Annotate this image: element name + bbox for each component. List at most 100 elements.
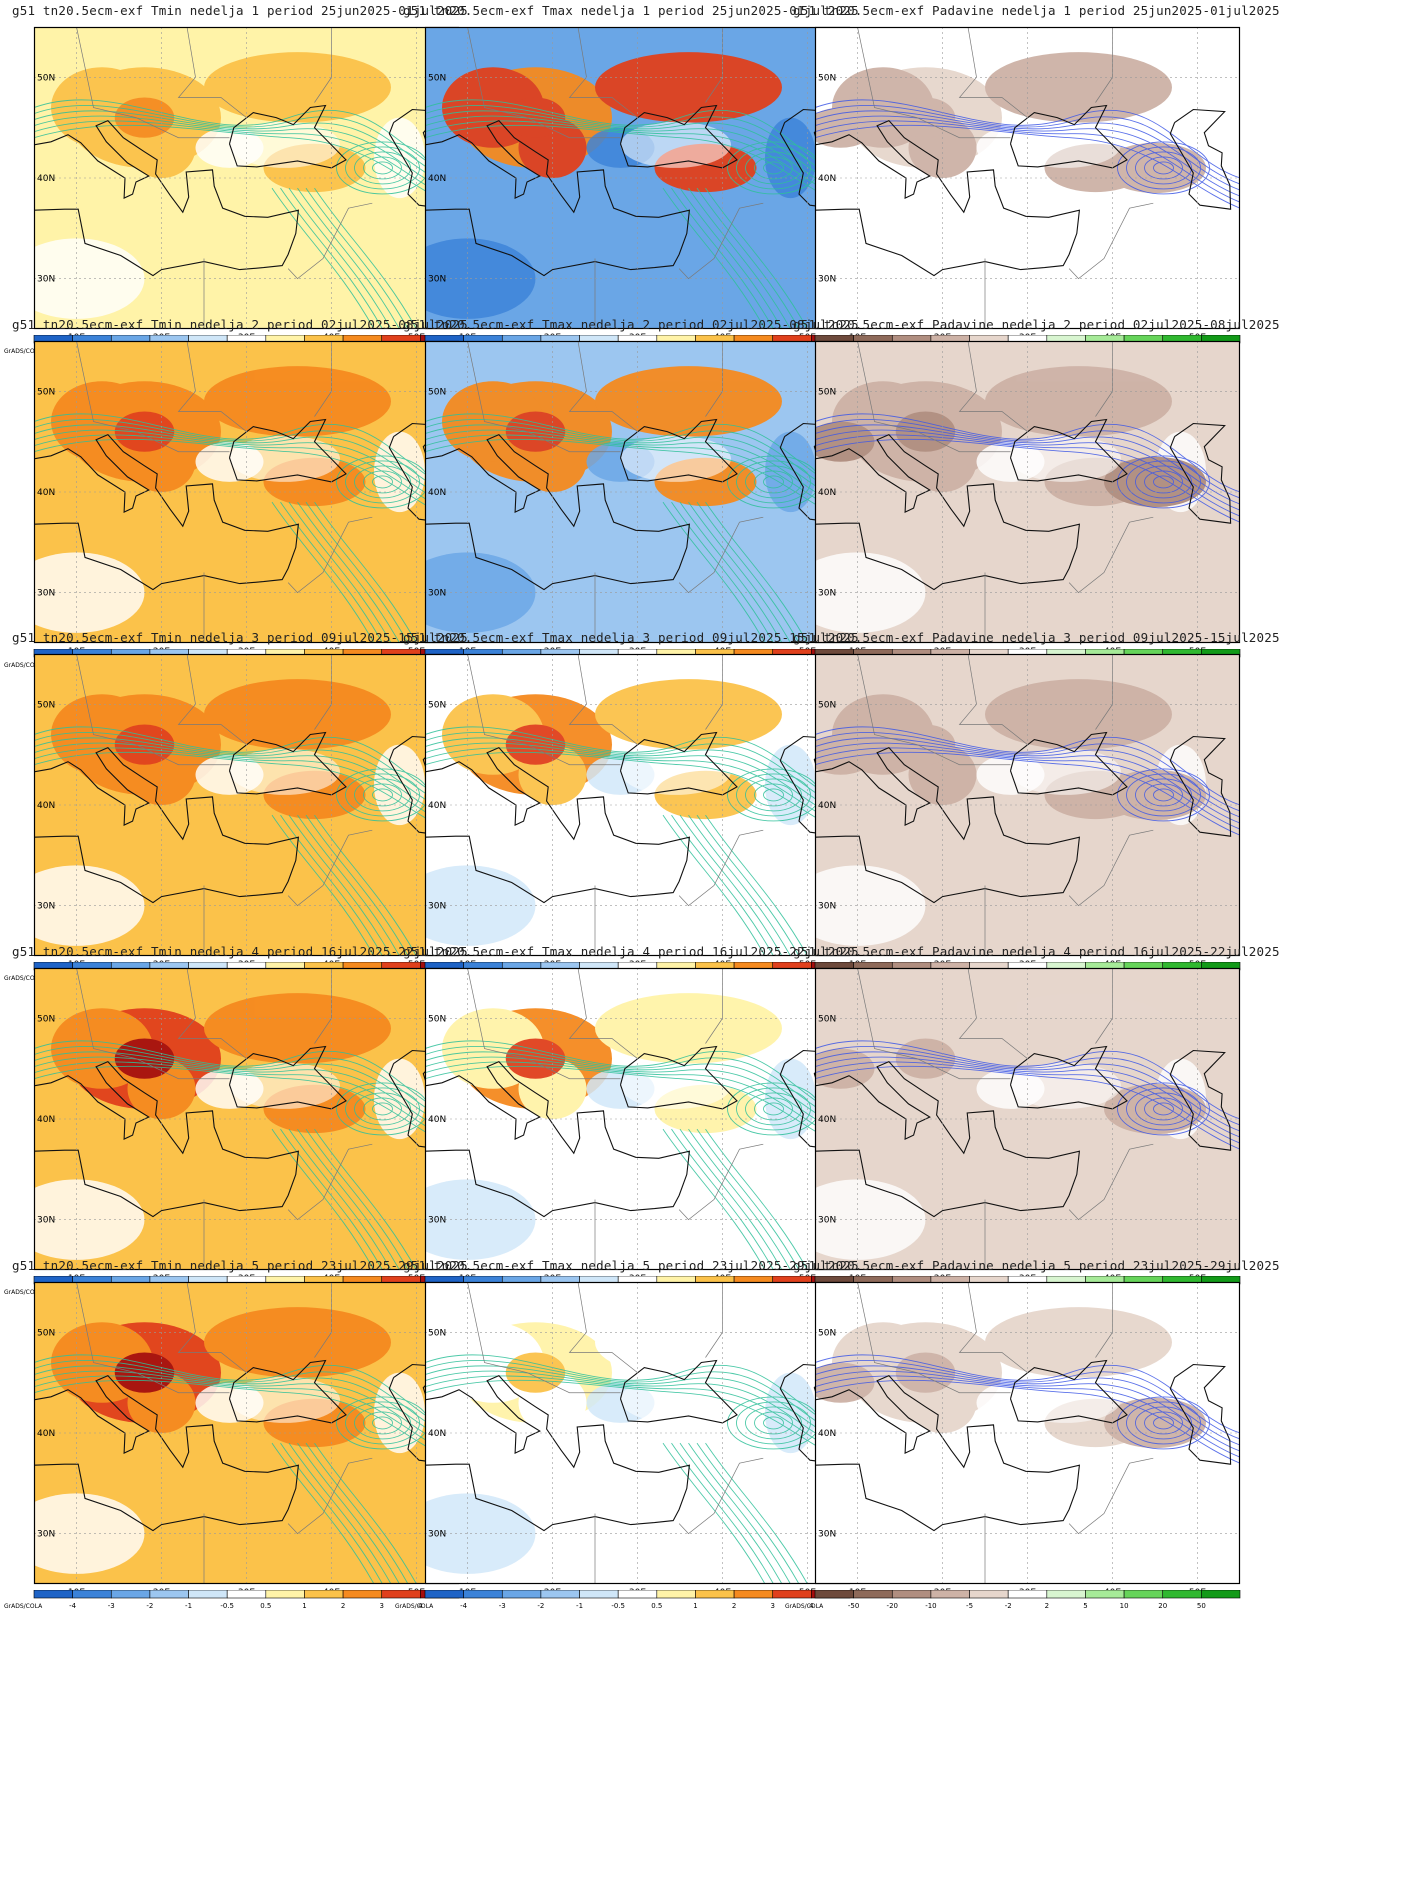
lat-tick-label: 30N	[37, 275, 55, 285]
anomaly-map: 10E20E30E40E50E50N40N30N	[424, 653, 851, 970]
lat-tick-label: 50N	[818, 1014, 836, 1024]
legend-swatch	[891, 1590, 932, 1599]
anomaly-region	[374, 117, 425, 199]
contour-line	[425, 1354, 850, 1434]
legend-swatch	[304, 1590, 344, 1599]
map-panel-padavine-week-4: g51 tn20.5ecm-exf Padavine nedelja 4 per…	[781, 941, 1280, 1319]
contour-line	[271, 501, 375, 643]
contour-line	[736, 146, 811, 190]
lat-tick-label: 30N	[37, 589, 55, 599]
country-border	[678, 1143, 764, 1221]
contour-line	[1117, 1082, 1210, 1136]
map-panel-padavine-week-5: g51 tn20.5ecm-exf Padavine nedelja 5 per…	[781, 1255, 1280, 1633]
legend-swatch	[342, 1590, 383, 1599]
contour-line	[745, 151, 802, 185]
legend-label: 50	[1197, 1602, 1206, 1610]
contour-line	[288, 1128, 392, 1270]
contour-line	[271, 814, 375, 956]
map-frame	[814, 26, 1241, 330]
lat-tick-label: 50N	[818, 700, 836, 710]
anomaly-region	[204, 679, 391, 750]
anomaly-core	[895, 724, 956, 765]
contour-line	[372, 1102, 393, 1116]
contour-line	[1153, 1416, 1174, 1430]
contour-line	[671, 1128, 774, 1270]
legend-swatch	[265, 1590, 305, 1599]
legend-label: -5	[966, 1602, 973, 1610]
lat-tick-label: 30N	[37, 1530, 55, 1540]
panel-title: g51 tn20.5ecm-exf Tmax nedelja 5 period …	[403, 1258, 859, 1273]
contour-line	[425, 1379, 850, 1464]
contour-line	[354, 151, 411, 185]
contour-line	[34, 1056, 459, 1138]
country-border	[1068, 1143, 1154, 1221]
credit-label: GrADS/COLA	[4, 1603, 43, 1610]
contour-line	[662, 187, 766, 329]
contour-line	[1153, 161, 1174, 175]
contour-line	[34, 99, 459, 179]
contour-line	[280, 814, 383, 956]
contour-line	[1126, 1401, 1201, 1445]
lat-tick-label: 50N	[428, 387, 446, 397]
legend-label: -3	[108, 1602, 115, 1610]
map-panel-tmin-week-2: g51 tn20.5ecm-exf Tmin nedelja 2 period …	[0, 314, 470, 692]
contour-line	[314, 1442, 417, 1584]
contour-line	[763, 788, 784, 802]
contour-line	[271, 187, 375, 329]
country-border	[1068, 829, 1154, 907]
legend-label: 0.5	[260, 1602, 271, 1610]
legend-label: 3	[770, 1602, 774, 1610]
legend-label: -0.5	[220, 1602, 234, 1610]
contour-line	[372, 788, 393, 802]
contour-line	[425, 726, 850, 806]
panel-title: g51 tn20.5ecm-exf Tmax nedelja 1 period …	[403, 3, 859, 18]
contour-line	[1153, 475, 1174, 489]
contour-line	[1117, 768, 1210, 822]
contour-line	[1135, 151, 1192, 185]
contour-line	[280, 501, 383, 643]
legend-swatch	[617, 1590, 658, 1599]
contour-line	[815, 1375, 1240, 1458]
contour-line	[314, 1128, 417, 1270]
anomaly-map: 10E20E30E40E50E50N40N30N	[33, 653, 460, 970]
legend-swatch	[814, 1590, 854, 1599]
country-border	[958, 27, 1028, 118]
legend-swatch	[33, 1590, 73, 1599]
contour-line	[815, 434, 1240, 517]
contour-line	[363, 783, 402, 807]
contour-line	[1126, 146, 1201, 190]
contour-line	[425, 419, 850, 499]
anomaly-map: 10E20E30E40E50E50N40N30N	[33, 1281, 460, 1598]
contour-line	[425, 1056, 850, 1138]
contour-line	[305, 814, 409, 956]
contour-line	[345, 146, 420, 190]
anomaly-region	[595, 679, 782, 750]
anomaly-core	[505, 724, 566, 765]
contour-line	[1135, 778, 1192, 812]
contour-line	[815, 726, 1240, 806]
legend-swatch	[733, 1590, 774, 1599]
contour-line	[372, 1416, 393, 1430]
anomaly-core	[895, 97, 956, 138]
country-border	[958, 341, 1028, 432]
country-border	[678, 202, 764, 280]
map-panel-tmax-week-1: g51 tn20.5ecm-exf Tmax nedelja 1 period …	[391, 0, 861, 378]
contour-line	[34, 747, 459, 830]
contour-line	[736, 1401, 811, 1445]
anomaly-region	[204, 52, 391, 123]
legend-label: 2	[1045, 1602, 1049, 1610]
contour-line	[345, 1401, 420, 1445]
contour-line	[363, 156, 402, 180]
legend-swatch	[540, 1590, 580, 1599]
contour-line	[425, 1370, 850, 1452]
lat-tick-label: 30N	[428, 589, 446, 599]
contour-line	[345, 460, 420, 504]
contour-line	[688, 187, 791, 329]
contour-line	[425, 120, 850, 203]
contour-line	[34, 419, 459, 499]
contour-line	[425, 1375, 850, 1458]
contour-line	[34, 726, 459, 806]
contour-line	[1144, 156, 1183, 180]
